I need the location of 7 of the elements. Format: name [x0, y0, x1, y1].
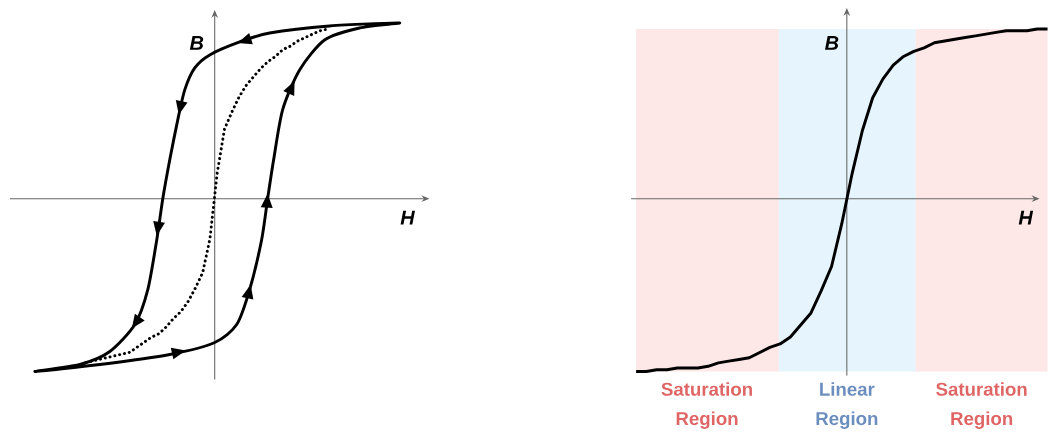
y-axis-title: B	[189, 35, 204, 50]
x-axis-title: H	[1018, 210, 1034, 225]
text: Saturation Region	[661, 381, 752, 429]
y-axis-title: B	[824, 35, 839, 50]
x-axis-title: H	[400, 210, 415, 225]
text: Saturation Region	[936, 381, 1027, 429]
text: Linear Region	[816, 381, 878, 429]
